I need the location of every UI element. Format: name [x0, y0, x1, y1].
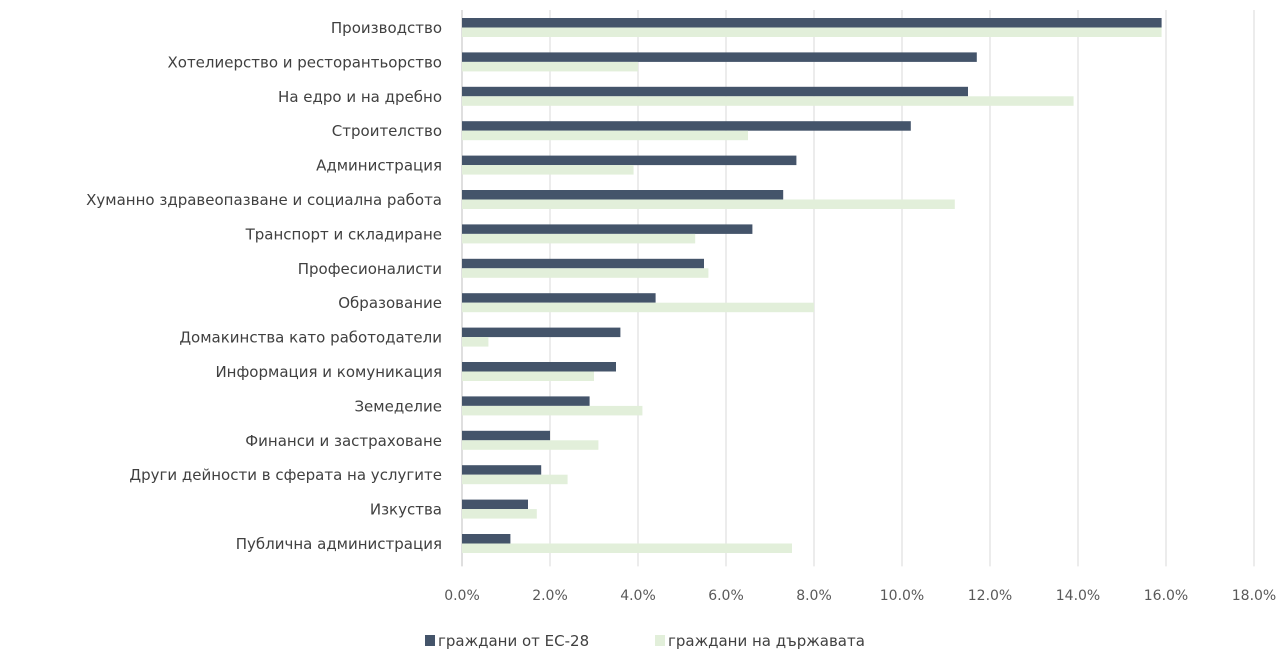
legend-swatch-1	[655, 635, 665, 646]
bar-series1-11	[462, 405, 643, 416]
category-label: Професионалисти	[298, 260, 442, 278]
bar-series1-1	[462, 61, 638, 72]
bar-series1-10	[462, 371, 594, 381]
category-labels: Производство Хотелиерство и ресторантьорс…	[86, 19, 442, 553]
x-tick-label: 18.0%	[1232, 588, 1276, 604]
x-tick-labels: 0.0% 2.0% 4.0% 6.0% 8.0% 10.0% 12.0% 14.0% 16.0%…	[444, 588, 1276, 604]
category-label: Администрация	[316, 157, 442, 175]
legend-swatch-0	[425, 635, 435, 646]
bar-series0-15	[462, 534, 511, 544]
bar-series0-7	[462, 258, 704, 269]
category-label: Строителство	[332, 122, 442, 140]
bar-series1-7	[462, 268, 709, 278]
x-tick-label: 0.0%	[444, 588, 480, 604]
bar-series0-2	[462, 86, 968, 97]
bar-series0-12	[462, 430, 550, 441]
x-tick-label: 6.0%	[708, 588, 744, 604]
category-label: Производство	[331, 19, 442, 37]
legend: граждани от ЕС-28 граждани на държавата	[425, 632, 865, 650]
category-label: Публична администрация	[236, 535, 442, 553]
bar-series1-3	[462, 130, 748, 141]
bar-series1-4	[462, 165, 634, 175]
x-tick-label: 16.0%	[1144, 588, 1188, 604]
x-tick-label: 4.0%	[620, 588, 656, 604]
category-label: Домакинства като работодатели	[179, 329, 442, 347]
x-tick-label: 2.0%	[532, 588, 568, 604]
category-label: Други дейности в сферата на услугите	[129, 466, 442, 484]
bar-series0-0	[462, 18, 1162, 28]
bar-series1-15	[462, 543, 792, 553]
legend-label-0: граждани от ЕС-28	[438, 632, 589, 650]
bar-series0-10	[462, 362, 616, 372]
category-label: Финанси и застраховане	[245, 432, 442, 450]
category-label: Хуманно здравеопазване и социална работа	[86, 191, 442, 209]
category-label: Информация и комуникация	[215, 363, 442, 381]
bar-series1-12	[462, 440, 599, 450]
bar-series1-9	[462, 337, 489, 347]
bar-series1-2	[462, 96, 1074, 106]
bars-layer	[462, 18, 1162, 553]
bar-series0-4	[462, 155, 797, 166]
category-label: Земеделие	[354, 397, 442, 415]
bar-series1-8	[462, 302, 814, 313]
bar-series1-5	[462, 199, 955, 209]
bar-series1-13	[462, 474, 568, 485]
bar-series0-5	[462, 190, 784, 200]
bar-series0-11	[462, 396, 590, 406]
bar-series0-9	[462, 327, 621, 338]
bar-series1-6	[462, 233, 696, 244]
bar-series0-8	[462, 293, 656, 303]
bar-series0-3	[462, 121, 911, 131]
category-label: На едро и на дребно	[278, 88, 442, 106]
x-tick-label: 10.0%	[880, 588, 924, 604]
bar-series0-1	[462, 52, 977, 62]
x-tick-label: 8.0%	[796, 588, 832, 604]
bar-series0-14	[462, 499, 528, 510]
x-tick-label: 14.0%	[1056, 588, 1100, 604]
category-label: Хотелиерство и ресторантьорство	[167, 53, 442, 71]
category-label: Изкуства	[370, 501, 442, 519]
category-label: Образование	[338, 294, 442, 312]
bar-series1-14	[462, 509, 537, 519]
category-label: Транспорт и складиране	[245, 225, 442, 243]
bar-series0-13	[462, 465, 542, 475]
legend-label-1: граждани на държавата	[668, 632, 865, 650]
bar-series0-6	[462, 224, 753, 234]
x-tick-label: 12.0%	[968, 588, 1012, 604]
bar-series1-0	[462, 27, 1162, 37]
